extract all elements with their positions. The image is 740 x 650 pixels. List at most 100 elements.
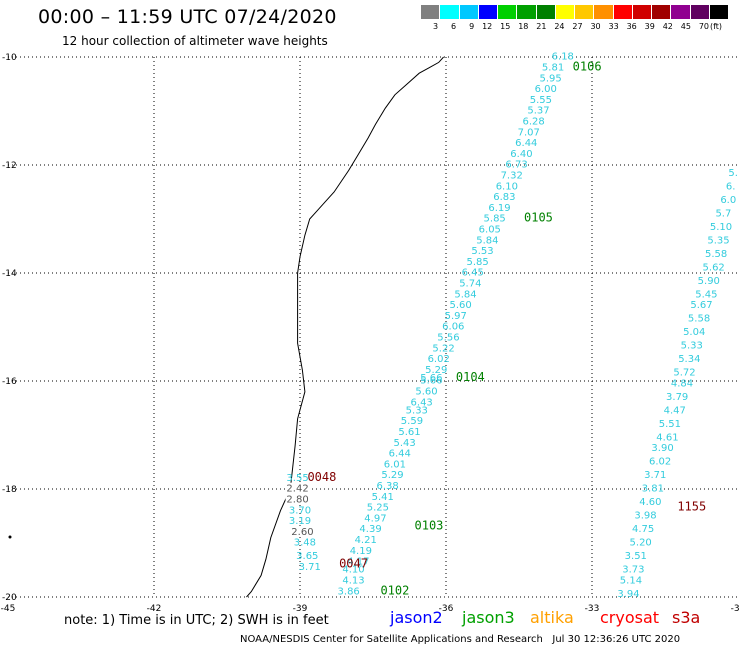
swh-value: 5.7 [715,208,731,219]
swh-value: 6.45 [462,268,484,279]
legend-label: 36 [626,22,637,31]
swh-value: 5.33 [681,341,703,352]
swh-value: 3.51 [625,551,647,562]
legend-label: 70 [698,22,709,31]
swh-value: 6.43 [411,397,433,408]
legend-label: 33 [608,22,619,31]
swh-value: 6.44 [389,449,411,460]
swh-value: 6.0 [720,195,736,206]
legend-swatch [690,5,710,19]
lon-tick-label: -39 [293,604,308,614]
swh-value: 6.10 [496,181,518,192]
swh-value: 4.75 [632,524,654,535]
map-title: 00:00 – 11:59 UTC 07/24/2020 [38,6,337,28]
legend-label: 24 [554,22,565,31]
swh-value: 3.55 [286,473,308,484]
lon-tick-label: -33 [585,604,600,614]
legend-swatch [555,5,575,19]
legend-swatch [632,5,652,19]
swh-value: 6.38 [376,481,398,492]
swh-value: 3.98 [634,511,656,522]
time-label: 1155 [677,500,706,514]
swh-value: 5.74 [459,279,481,290]
swh-value: 5.43 [394,438,416,449]
swh-value: 3.79 [666,392,688,403]
swh-value: 3.81 [642,484,664,495]
swh-value: 5.84 [476,235,498,246]
legend-swatch [498,5,518,19]
swh-value: 6.40 [510,149,532,160]
legend-swatch [575,5,595,19]
swh-value: 4.19 [350,546,372,557]
swh-value: 6. [726,181,736,192]
swh-value: 4.97 [364,513,386,524]
legend-swatch [613,5,633,19]
swh-value: 6.44 [515,138,537,149]
time-label: 0048 [307,470,336,484]
swh-value: 5.72 [673,368,695,379]
legend-label: 15 [500,22,511,31]
time-label: 0106 [573,60,602,74]
legend-swatch [536,5,556,19]
swh-value: 4.17 [347,557,369,568]
swh-value: 5.85 [484,214,506,225]
legend-label: 30 [590,22,601,31]
swh-value: 3.70 [289,505,311,516]
swh-value: 6.19 [488,203,510,214]
swh-value: 4.13 [342,576,364,587]
satellite-legend-s3a: s3a [672,608,701,627]
satellite-legend-altika: altika [530,608,574,627]
swh-value: 6.00 [535,84,557,95]
swh-value: 5.85 [467,257,489,268]
time-label: 0105 [524,211,553,225]
swh-value: 5.56 [437,333,459,344]
swh-value: 6.28 [522,117,544,128]
lat-tick-label: -16 [2,377,17,387]
swh-value: 6.73 [505,160,527,171]
swh-value: 7.32 [501,171,523,182]
swh-value: 5.81 [542,63,564,74]
swh-value: 6.01 [384,459,406,470]
legend-label: 21 [536,22,547,31]
legend-label: 42 [662,22,673,31]
swh-value: 4.21 [355,535,377,546]
legend-swatch [459,5,479,19]
lat-tick-label: -20 [2,593,17,603]
legend-labels: 3 6 9 12 15 18 21 24 27 30 33 36 39 42 45 70 (ft) [421,22,729,31]
swh-value: 6.02 [649,457,671,468]
swh-value: 5.22 [432,343,454,354]
swh-value: 5.14 [620,576,642,587]
swh-value: 5.53 [471,246,493,257]
swh-value-bg [290,525,315,537]
swh-value-bg [285,493,310,505]
legend-label: 27 [572,22,583,31]
satellite-legend-jason3: jason3 [462,608,515,627]
legend-unit: (ft) [710,22,723,31]
swh-value: 5.60 [415,387,437,398]
swh-value: 6.83 [493,192,515,203]
swh-value: 4.39 [359,524,381,535]
swh-value: 5.41 [372,492,394,503]
lat-tick-label: -18 [2,485,17,495]
swh-value: 5.37 [527,106,549,117]
swh-value: 6.02 [428,354,450,365]
swh-value-low: 2.42 [286,484,308,495]
legend-swatches [421,5,729,19]
credit-line: NOAA/NESDIS Center for Satellite Applica… [240,634,681,645]
swh-value: 3.48 [294,538,316,549]
swh-value: 5.33 [406,405,428,416]
satellite-legend-jason2: jason2 [390,608,443,627]
swh-value: 5.66 [420,373,442,384]
swh-value: 5.20 [630,538,652,549]
swh-value: 6.18 [552,52,574,63]
lat-tick-label: -14 [2,269,17,279]
swh-value: 4.47 [664,405,686,416]
time-label: 0047 [339,556,368,570]
swh-value: 5.61 [398,427,420,438]
swh-value: 3.71 [299,562,321,573]
swh-value: 3.71 [644,470,666,481]
swh-value: 5.60 [449,300,471,311]
swh-value: 5.67 [690,300,712,311]
